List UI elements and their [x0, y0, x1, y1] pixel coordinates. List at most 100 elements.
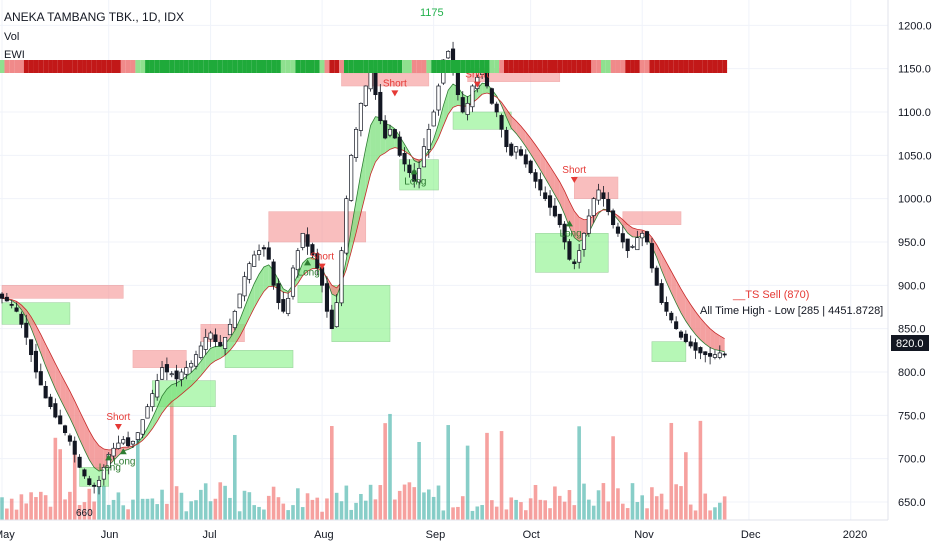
ewi-cell — [581, 60, 587, 73]
volume-bar — [684, 452, 688, 520]
long-zone — [1, 302, 71, 325]
ewi-cell — [174, 60, 180, 73]
candle-down — [620, 233, 625, 243]
short-signal-label: Short — [562, 165, 586, 176]
candle-up — [135, 432, 140, 440]
ewi-cell — [508, 60, 514, 73]
candle-down — [659, 283, 664, 304]
ribbon-segment — [520, 126, 526, 147]
ewi-cell — [237, 60, 243, 73]
ewi-cell — [188, 60, 194, 73]
time-axis[interactable]: May Jun Jul Aug Sep Oct Nov Dec 2020 — [0, 529, 867, 541]
time-tick-label: Dec — [741, 529, 761, 541]
ewi-cell — [668, 60, 674, 73]
candle-down — [0, 293, 5, 299]
candle-down — [601, 192, 606, 200]
short-signal-arrow — [391, 90, 399, 97]
volume-bar — [354, 502, 358, 520]
ribbon-segment — [710, 328, 715, 350]
price-tick-label: 750.0 — [898, 410, 926, 422]
volume-bar — [189, 501, 193, 520]
ewi-cell — [615, 60, 621, 73]
candle-up — [193, 354, 199, 367]
candle-up — [189, 362, 194, 368]
ribbon-segment — [84, 421, 90, 460]
ewi-cell — [62, 60, 68, 73]
ewi-cell — [159, 60, 165, 73]
ribbon-segment — [666, 262, 672, 293]
ribbon-segment — [263, 264, 269, 292]
candle-down — [378, 91, 383, 122]
ribbon-segment — [346, 229, 352, 270]
volume-bar — [606, 501, 611, 520]
volume-bar — [393, 499, 397, 520]
ribbon-segment — [215, 346, 221, 361]
candle-down — [126, 437, 131, 447]
volume-bar — [77, 505, 82, 520]
price-tick-label: 850.0 — [898, 324, 926, 336]
ewi-cell — [392, 60, 398, 73]
candle-down — [572, 261, 577, 265]
candle-down — [460, 97, 465, 113]
ribbon-segment — [414, 158, 420, 163]
ewi-cell — [630, 60, 635, 73]
volume-bar — [218, 482, 223, 520]
volume-bar — [315, 497, 320, 520]
ewi-cell — [373, 60, 378, 73]
ribbon-segment — [181, 376, 187, 395]
candle-down — [683, 333, 688, 343]
ewi-cell — [586, 60, 592, 73]
long-signal-label: Long — [559, 228, 581, 239]
price-axis[interactable]: 1200.0 1150.0 1100.0 1050.0 1000.0 950.0 900.0… — [898, 20, 932, 509]
volume-bar — [713, 507, 717, 520]
candle-up — [290, 267, 296, 297]
volume-bar — [29, 492, 33, 520]
candle-up — [257, 250, 262, 255]
ewi-cell — [116, 60, 121, 73]
ath-low-label: All Time High - Low [285 | 4451.8728] — [700, 305, 883, 317]
volume-bar — [422, 492, 426, 520]
volume-bar — [402, 484, 407, 520]
candle-down — [678, 331, 684, 338]
ewi-cell — [644, 60, 650, 73]
volume-bar — [199, 489, 203, 520]
ribbon-segment — [700, 317, 706, 345]
ewi-cell — [479, 60, 485, 73]
price-tick-label: 1100.0 — [898, 107, 931, 119]
ewi-cell — [82, 60, 87, 73]
candle-up — [121, 439, 126, 444]
volume-bar — [664, 509, 669, 520]
volume-bar — [567, 490, 572, 520]
volume-bar — [553, 486, 557, 520]
ewi-cell — [557, 60, 563, 73]
ewi-cell — [591, 60, 597, 73]
candle-down — [523, 154, 528, 165]
ewi-cell — [537, 60, 543, 73]
volume-bar — [533, 484, 538, 520]
candle-up — [160, 367, 165, 380]
ewi-cell — [208, 60, 213, 73]
ewi-cell — [601, 60, 606, 73]
volume-bar — [247, 492, 252, 520]
volume-bar — [339, 501, 344, 520]
volume-bar — [334, 492, 339, 520]
ewi-cell — [222, 60, 228, 73]
ewi-cell — [280, 60, 286, 73]
ewi-cell — [125, 60, 131, 73]
volume-bar — [19, 494, 24, 520]
candle-up — [247, 263, 252, 280]
price-tick-label: 950.0 — [898, 237, 926, 249]
candle-down — [567, 241, 572, 260]
volume-bar — [407, 482, 412, 520]
volume-bar — [509, 497, 514, 520]
ewi-cell — [683, 60, 689, 73]
ribbon-segment — [559, 181, 565, 215]
candle-up — [96, 479, 102, 488]
volume-bar — [68, 491, 72, 520]
long-signal-arrow — [565, 220, 573, 227]
ewi-cell — [426, 60, 432, 73]
candle-up — [116, 442, 121, 449]
volume-bar — [155, 504, 159, 520]
ewi-cell — [717, 60, 723, 73]
